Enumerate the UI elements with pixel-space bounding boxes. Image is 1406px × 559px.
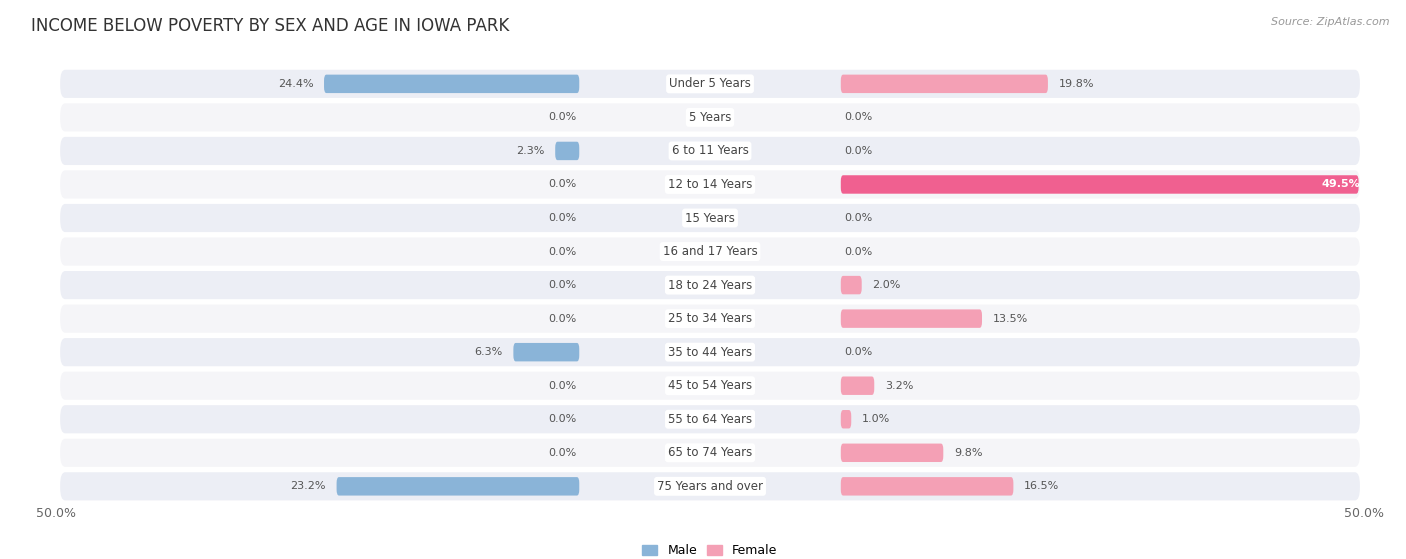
Text: 19.8%: 19.8% [1059, 79, 1094, 89]
Text: 0.0%: 0.0% [548, 280, 576, 290]
Text: 0.0%: 0.0% [844, 347, 872, 357]
FancyBboxPatch shape [841, 74, 1047, 93]
FancyBboxPatch shape [336, 477, 579, 496]
Text: 0.0%: 0.0% [548, 448, 576, 458]
Text: 5 Years: 5 Years [689, 111, 731, 124]
FancyBboxPatch shape [60, 137, 1360, 165]
Text: 0.0%: 0.0% [548, 179, 576, 190]
Text: 0.0%: 0.0% [844, 146, 872, 156]
Text: 1.0%: 1.0% [862, 414, 890, 424]
Text: 49.5%: 49.5% [1322, 179, 1360, 190]
FancyBboxPatch shape [841, 175, 1358, 193]
FancyBboxPatch shape [841, 377, 875, 395]
Text: 45 to 54 Years: 45 to 54 Years [668, 379, 752, 392]
Text: 0.0%: 0.0% [548, 414, 576, 424]
Text: Source: ZipAtlas.com: Source: ZipAtlas.com [1271, 17, 1389, 27]
Text: 75 Years and over: 75 Years and over [657, 480, 763, 493]
FancyBboxPatch shape [555, 141, 579, 160]
FancyBboxPatch shape [60, 170, 1360, 198]
Text: 16 and 17 Years: 16 and 17 Years [662, 245, 758, 258]
Text: 55 to 64 Years: 55 to 64 Years [668, 413, 752, 426]
Text: 16.5%: 16.5% [1024, 481, 1059, 491]
FancyBboxPatch shape [60, 439, 1360, 467]
Text: 25 to 34 Years: 25 to 34 Years [668, 312, 752, 325]
FancyBboxPatch shape [60, 238, 1360, 266]
Text: 0.0%: 0.0% [548, 381, 576, 391]
FancyBboxPatch shape [60, 204, 1360, 232]
Text: 9.8%: 9.8% [953, 448, 983, 458]
Text: 12 to 14 Years: 12 to 14 Years [668, 178, 752, 191]
Text: Under 5 Years: Under 5 Years [669, 77, 751, 91]
FancyBboxPatch shape [60, 405, 1360, 433]
Text: 0.0%: 0.0% [844, 112, 872, 122]
Text: 24.4%: 24.4% [278, 79, 314, 89]
FancyBboxPatch shape [60, 372, 1360, 400]
Legend: Male, Female: Male, Female [637, 539, 783, 559]
FancyBboxPatch shape [841, 276, 862, 294]
Text: 0.0%: 0.0% [844, 247, 872, 257]
FancyBboxPatch shape [513, 343, 579, 361]
Text: 6 to 11 Years: 6 to 11 Years [672, 144, 748, 158]
FancyBboxPatch shape [60, 70, 1360, 98]
Text: 2.3%: 2.3% [516, 146, 544, 156]
Text: 0.0%: 0.0% [548, 314, 576, 324]
Text: 2.0%: 2.0% [872, 280, 901, 290]
FancyBboxPatch shape [841, 410, 851, 428]
FancyBboxPatch shape [841, 477, 1014, 496]
Text: 15 Years: 15 Years [685, 211, 735, 225]
Text: 0.0%: 0.0% [548, 247, 576, 257]
FancyBboxPatch shape [841, 310, 981, 328]
Text: 6.3%: 6.3% [475, 347, 503, 357]
FancyBboxPatch shape [60, 305, 1360, 333]
FancyBboxPatch shape [841, 444, 943, 462]
FancyBboxPatch shape [323, 74, 579, 93]
Text: 35 to 44 Years: 35 to 44 Years [668, 345, 752, 359]
Text: 13.5%: 13.5% [993, 314, 1028, 324]
FancyBboxPatch shape [60, 338, 1360, 366]
Text: INCOME BELOW POVERTY BY SEX AND AGE IN IOWA PARK: INCOME BELOW POVERTY BY SEX AND AGE IN I… [31, 17, 509, 35]
Text: 0.0%: 0.0% [548, 213, 576, 223]
Text: 23.2%: 23.2% [291, 481, 326, 491]
Text: 3.2%: 3.2% [884, 381, 912, 391]
Text: 18 to 24 Years: 18 to 24 Years [668, 278, 752, 292]
Text: 0.0%: 0.0% [844, 213, 872, 223]
Text: 0.0%: 0.0% [548, 112, 576, 122]
FancyBboxPatch shape [60, 103, 1360, 131]
FancyBboxPatch shape [60, 271, 1360, 299]
Text: 65 to 74 Years: 65 to 74 Years [668, 446, 752, 459]
FancyBboxPatch shape [60, 472, 1360, 500]
